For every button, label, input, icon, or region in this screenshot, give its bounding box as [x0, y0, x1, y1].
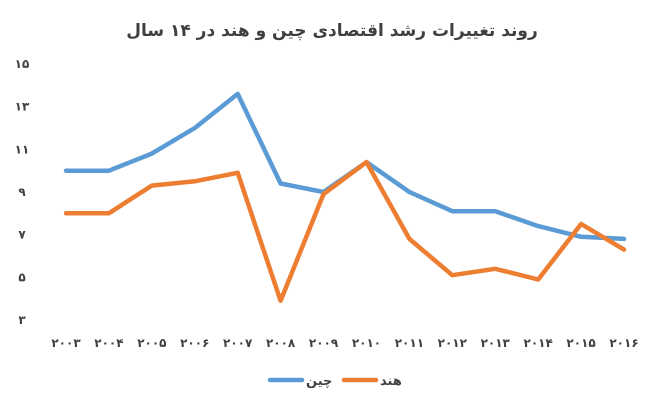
x-tick-label: ۲۰۱۳: [481, 336, 511, 350]
x-tick-label: ۲۰۰۶: [180, 336, 209, 350]
series-line-0: [63, 91, 627, 242]
chart-title: روند تغییرات رشد اقتصادی چین و هند در ۱۴…: [126, 21, 538, 41]
x-tick-label: ۲۰۰۴: [94, 336, 123, 350]
y-tick-label: ۷: [18, 228, 26, 242]
y-tick-label: ۹: [18, 185, 26, 199]
x-tick-label: ۲۰۰۷: [223, 336, 253, 350]
y-tick-label: ۱۱: [15, 142, 30, 156]
x-tick-label: ۲۰۱۴: [524, 336, 553, 350]
x-tick-label: ۲۰۱۵: [566, 336, 595, 350]
x-tick-label: ۲۰۱۶: [609, 336, 638, 350]
x-tick-label: ۲۰۱۲: [438, 336, 468, 350]
x-tick-label: ۲۰۱۱: [395, 336, 424, 350]
x-tick-label: ۲۰۰۳: [51, 336, 81, 350]
legend-label-0: چین: [306, 374, 332, 389]
y-axis-ticks: ۱۵ ۱۳ ۱۱ ۹ ۷ ۵ ۳: [15, 57, 30, 327]
legend-label-1: هند: [380, 374, 402, 389]
y-tick-label: ۱۵: [15, 57, 30, 71]
x-tick-label: ۲۰۱۰: [352, 336, 381, 350]
series-lines: [63, 91, 627, 304]
x-tick-label: ۲۰۰۸: [266, 336, 296, 350]
y-tick-label: ۱۳: [15, 100, 30, 114]
x-axis-ticks: ۲۰۰۳ ۲۰۰۴ ۲۰۰۵ ۲۰۰۶ ۲۰۰۷ ۲۰۰۸ ۲۰۰۹ ۲۰۱۰ ۲۰۱۱ ۲۰۱۲…: [51, 336, 638, 350]
legend: چین هند: [267, 374, 402, 389]
x-tick-label: ۲۰۰۹: [309, 336, 339, 350]
x-tick-label: ۲۰۰۵: [137, 336, 166, 350]
series-line-1: [63, 159, 627, 304]
y-tick-label: ۳: [18, 313, 26, 327]
y-tick-label: ۵: [18, 270, 25, 284]
